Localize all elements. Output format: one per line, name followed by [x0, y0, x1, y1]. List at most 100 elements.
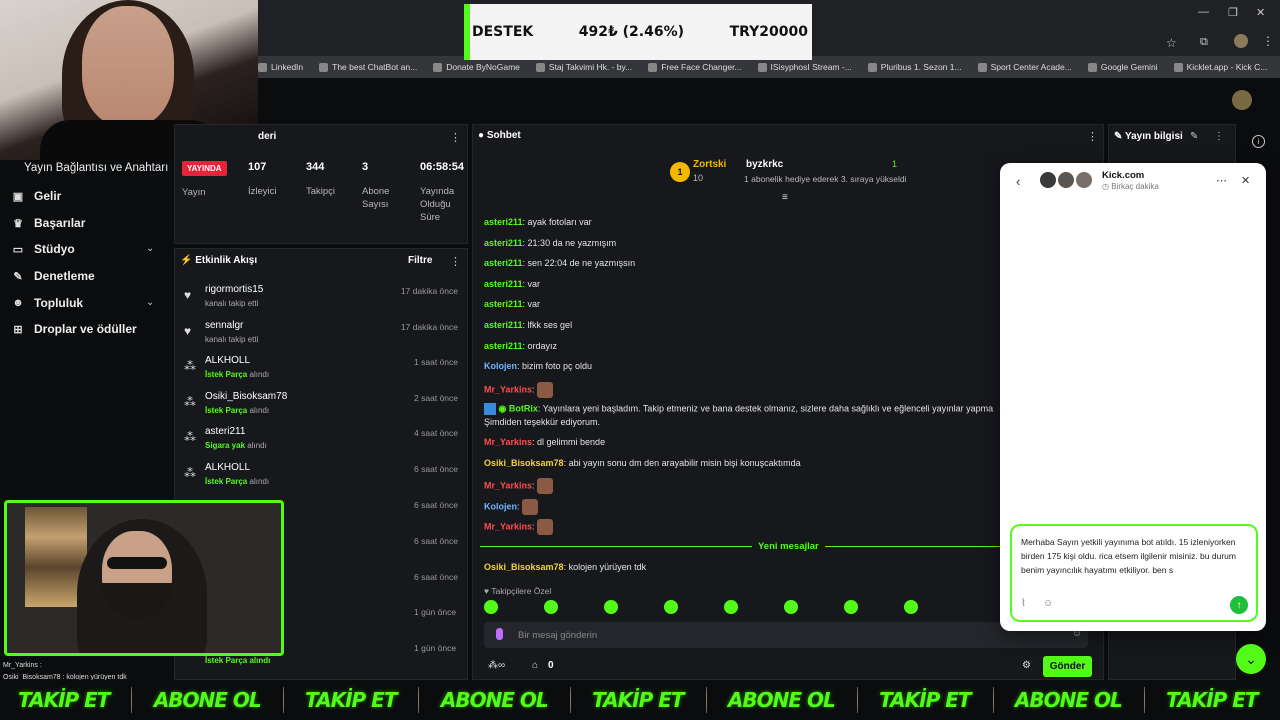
- stats-menu-icon[interactable]: ⋮: [450, 132, 461, 144]
- send-button[interactable]: Gönder: [1043, 656, 1092, 677]
- ticker-label: DESTEK: [472, 24, 534, 40]
- feed-username: sennalgr: [205, 319, 244, 331]
- bookmark-item[interactable]: The best ChatBot an...: [319, 62, 417, 72]
- chat-icon: ●: [478, 130, 487, 141]
- attach-icon[interactable]: ⌇: [1021, 598, 1026, 609]
- emoji-icon[interactable]: ☺: [1043, 598, 1054, 609]
- chevron-down-icon[interactable]: ⌄: [1236, 644, 1266, 674]
- profile-avatar[interactable]: [1234, 34, 1248, 48]
- feed-item: ⁂ asteri211 Sigara yak alındı 4 saat önce: [184, 426, 460, 460]
- points-icon[interactable]: ⁂∞: [488, 660, 506, 671]
- chat-username: asteri211: [484, 320, 523, 330]
- sidebar-item-studyo[interactable]: ▭ Stüdyo: [12, 242, 75, 256]
- pinned-user[interactable]: Zortski: [693, 159, 727, 170]
- draft-text[interactable]: Merhaba Sayın yetkili yayınıma bot atıld…: [1021, 537, 1236, 575]
- sidebar-item-droplar[interactable]: ⊞ Droplar ve ödüller: [12, 322, 136, 336]
- bookmark-favicon-icon: [1173, 62, 1183, 72]
- emote-button[interactable]: [784, 600, 798, 614]
- extensions-icon[interactable]: ⧉: [1200, 36, 1208, 48]
- donation-ticker: DESTEK 492₺ (2.46%) TRY20000: [464, 4, 812, 60]
- minimize-icon[interactable]: —: [1198, 6, 1209, 18]
- avatar: [1074, 170, 1094, 190]
- chat-input[interactable]: [484, 622, 1088, 648]
- store-icon[interactable]: ⌂: [532, 660, 539, 671]
- feed-menu-icon[interactable]: ⋮: [450, 256, 461, 268]
- stat-followers: 344 Takipçi: [306, 161, 336, 197]
- user-avatar[interactable]: [1232, 90, 1252, 110]
- chat-username: Kolojen: [484, 361, 517, 372]
- banner-text: ABONE OL: [153, 688, 262, 712]
- overlay-banner: TAKİP ET ABONE OL TAKİP ET ABONE OL TAKİP ET…: [0, 680, 1280, 720]
- close-window-icon[interactable]: ✕: [1256, 7, 1266, 19]
- edit-icon[interactable]: ✎: [1190, 131, 1199, 142]
- sidebar-item-denetleme[interactable]: ✎ Denetleme: [12, 269, 94, 283]
- bookmark-item[interactable]: Staj Takvimi Hk. - by...: [535, 62, 632, 72]
- chat-message: asteri211: sen 22:04 de ne yazmışsın: [484, 258, 636, 269]
- wrench-icon: ✎: [1114, 131, 1125, 142]
- pinned-user-2[interactable]: byzkrkc: [746, 159, 784, 170]
- bookmark-item[interactable]: Kicklet.app - Kick C...: [1173, 62, 1267, 72]
- emote-button[interactable]: [484, 600, 498, 614]
- stat-viewers: 107 İzleyici: [248, 161, 277, 197]
- stat-uptime: 06:58:54 Yayında Olduğu Süre: [420, 161, 465, 223]
- popup-menu-icon[interactable]: ⋯: [1216, 175, 1227, 187]
- chat-username: Kolojen: [484, 501, 517, 512]
- info-icon[interactable]: i: [1252, 135, 1265, 148]
- feed-username: Osiki_Bisoksam78: [205, 390, 288, 402]
- chevron-down-icon[interactable]: ⌄: [146, 297, 155, 308]
- sidebar-item-topluluk[interactable]: ☻ Topluluk: [12, 296, 83, 310]
- chat-username: asteri211: [484, 217, 523, 227]
- send-arrow-icon[interactable]: ↑: [1230, 596, 1248, 614]
- feed-action: İstek Parça alındı: [205, 370, 270, 380]
- message-compose-box[interactable]: [1010, 524, 1258, 622]
- feed-time: 17 dakika önce: [400, 321, 458, 332]
- bookmark-item[interactable]: Sport Center Acade...: [977, 62, 1072, 72]
- emoji-icon[interactable]: ☺: [1072, 628, 1083, 639]
- popup-time: ◷ Birkaç dakika: [1102, 182, 1159, 191]
- sidebar-stream-key-link[interactable]: Yayın Bağlantısı ve Anahtarı: [24, 162, 169, 174]
- sidebar-item-label: Gelir: [34, 189, 62, 203]
- emote-quick-row: [484, 600, 984, 614]
- bookmark-item[interactable]: Free Face Changer...: [648, 62, 742, 72]
- pinned-count: 10: [693, 173, 704, 183]
- stream-info-title: ✎ Yayın bilgisi: [1114, 131, 1183, 142]
- feed-time: 2 saat önce: [414, 392, 458, 403]
- bookmark-favicon-icon: [977, 62, 987, 72]
- panel-menu-icon[interactable]: ⋮: [1214, 131, 1224, 142]
- bookmark-item[interactable]: Google Gemini: [1087, 62, 1158, 72]
- mic-icon[interactable]: [496, 628, 503, 640]
- back-icon[interactable]: ‹: [1016, 174, 1021, 189]
- filter-button[interactable]: Filtre: [408, 255, 433, 266]
- chat-menu-icon[interactable]: ⋮: [1087, 131, 1098, 143]
- feed-time: 6 saat önce: [414, 535, 458, 546]
- bookmark-star-icon[interactable]: ☆: [1166, 36, 1177, 50]
- emote-button[interactable]: [844, 600, 858, 614]
- bookmark-item[interactable]: ISisyphosI Stream -...: [757, 62, 852, 72]
- sidebar-item-basarilar[interactable]: ♛ Başarılar: [12, 216, 85, 230]
- sidebar-item-gelir[interactable]: ▣ Gelir: [12, 189, 62, 203]
- chat-username: asteri211: [484, 340, 523, 351]
- browser-menu-icon[interactable]: ⋮: [1262, 34, 1274, 48]
- banner-text: TAKİP ET: [592, 688, 684, 712]
- pinned-note: 1 abonelik hediye ederek 3. sıraya yükse…: [744, 174, 907, 184]
- chat-message: Kolojen: bizim foto pç oldu: [484, 361, 593, 372]
- avatar: [1056, 170, 1076, 190]
- emote-button[interactable]: [664, 600, 678, 614]
- emote-button[interactable]: [724, 600, 738, 614]
- emote-button[interactable]: [604, 600, 618, 614]
- bolt-icon: ⚡: [180, 255, 196, 266]
- chevron-down-icon[interactable]: ⌄: [146, 243, 155, 254]
- chat-settings-icon[interactable]: ⚙: [1022, 660, 1031, 671]
- heart-icon: ♥: [184, 323, 192, 338]
- emote-button[interactable]: [544, 600, 558, 614]
- bookmark-item[interactable]: Donate ByNoGame: [433, 62, 520, 72]
- maximize-icon[interactable]: ❐: [1228, 7, 1238, 19]
- bookmark-favicon-icon: [319, 62, 329, 72]
- emote-button[interactable]: [904, 600, 918, 614]
- chat-username: Mr_Yarkins: [484, 480, 533, 491]
- bookmark-item[interactable]: LinkedIn: [258, 62, 303, 72]
- filter-lines-icon[interactable]: ≡: [782, 192, 788, 203]
- new-messages-label[interactable]: Yeni mesajlar: [752, 541, 825, 552]
- close-icon[interactable]: ✕: [1241, 175, 1251, 187]
- bookmark-item[interactable]: Pluribus 1. Sezon 1...: [867, 62, 962, 72]
